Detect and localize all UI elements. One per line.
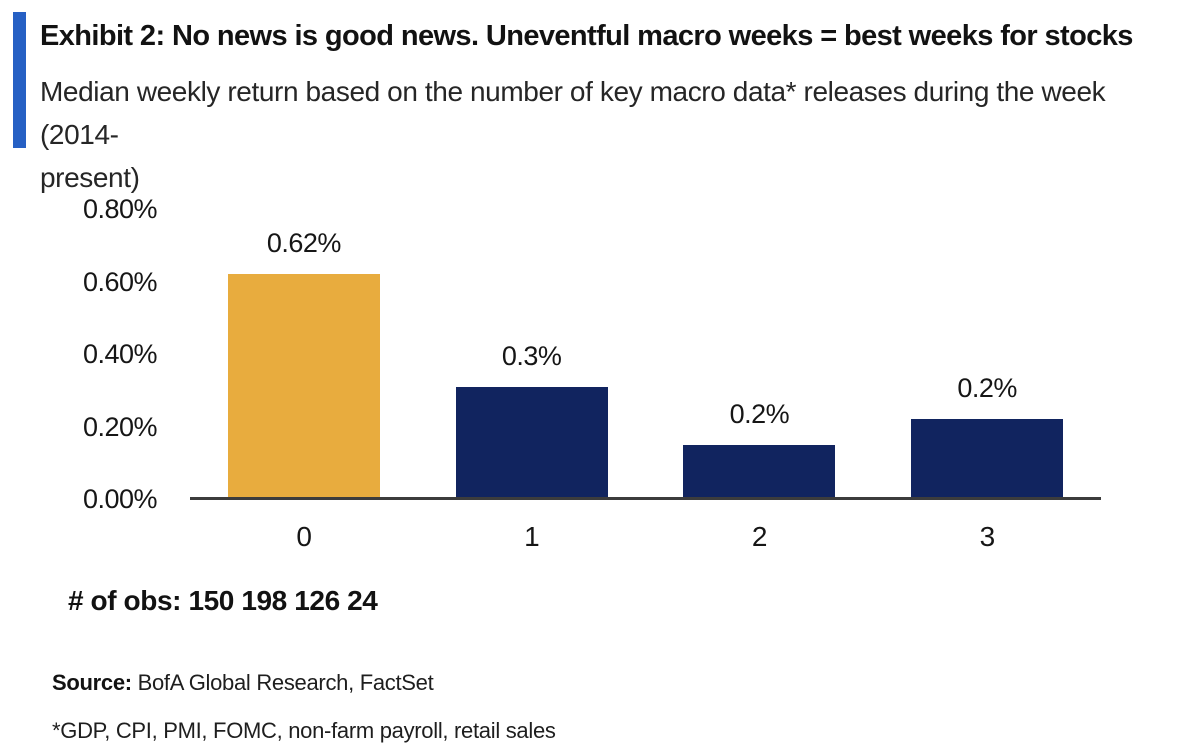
y-axis-tick-label: 0.60% — [82, 266, 158, 297]
x-axis-category-label: 0 — [296, 521, 312, 552]
bar-0 — [227, 274, 380, 499]
observation-count-text: # of obs: 150 198 126 24 — [68, 585, 378, 616]
x-axis-category-label: 3 — [979, 521, 996, 552]
footnote-text: *GDP, CPI, PMI, FOMC, non-farm payroll, … — [52, 718, 556, 743]
chart-subtitle-line1: Median weekly return based on the number… — [40, 76, 1106, 150]
y-axis-tick-label: 0.80% — [82, 194, 158, 224]
bar-value-label: 0.2% — [957, 373, 1017, 404]
bar-value-label: 0.3% — [501, 340, 562, 371]
bar-value-label: 0.2% — [729, 398, 790, 429]
x-axis-category-label: 2 — [751, 521, 768, 552]
chart-subtitle: Median weekly return based on the number… — [40, 70, 1190, 199]
source-line: Source: BofA Global Research, FactSet — [52, 670, 434, 696]
source-text: BofA Global Research, FactSet — [131, 670, 434, 695]
chart-subtitle-line2: present) — [40, 162, 140, 193]
bar-value-label: 0.62% — [266, 228, 342, 259]
title-accent-bar — [13, 12, 26, 148]
source-label: Source: — [52, 670, 132, 695]
bar-1 — [455, 386, 608, 499]
exhibit-title: Exhibit 2: No news is good news. Unevent… — [40, 20, 1133, 52]
y-axis-tick-label: 0.20% — [82, 411, 158, 442]
y-axis-tick-label: 0.00% — [82, 484, 158, 514]
bar-2 — [683, 444, 836, 499]
bar-3 — [911, 419, 1064, 499]
x-axis-line — [190, 497, 1101, 500]
y-axis-tick-label: 0.40% — [82, 339, 158, 369]
x-axis-category-label: 1 — [524, 521, 540, 552]
